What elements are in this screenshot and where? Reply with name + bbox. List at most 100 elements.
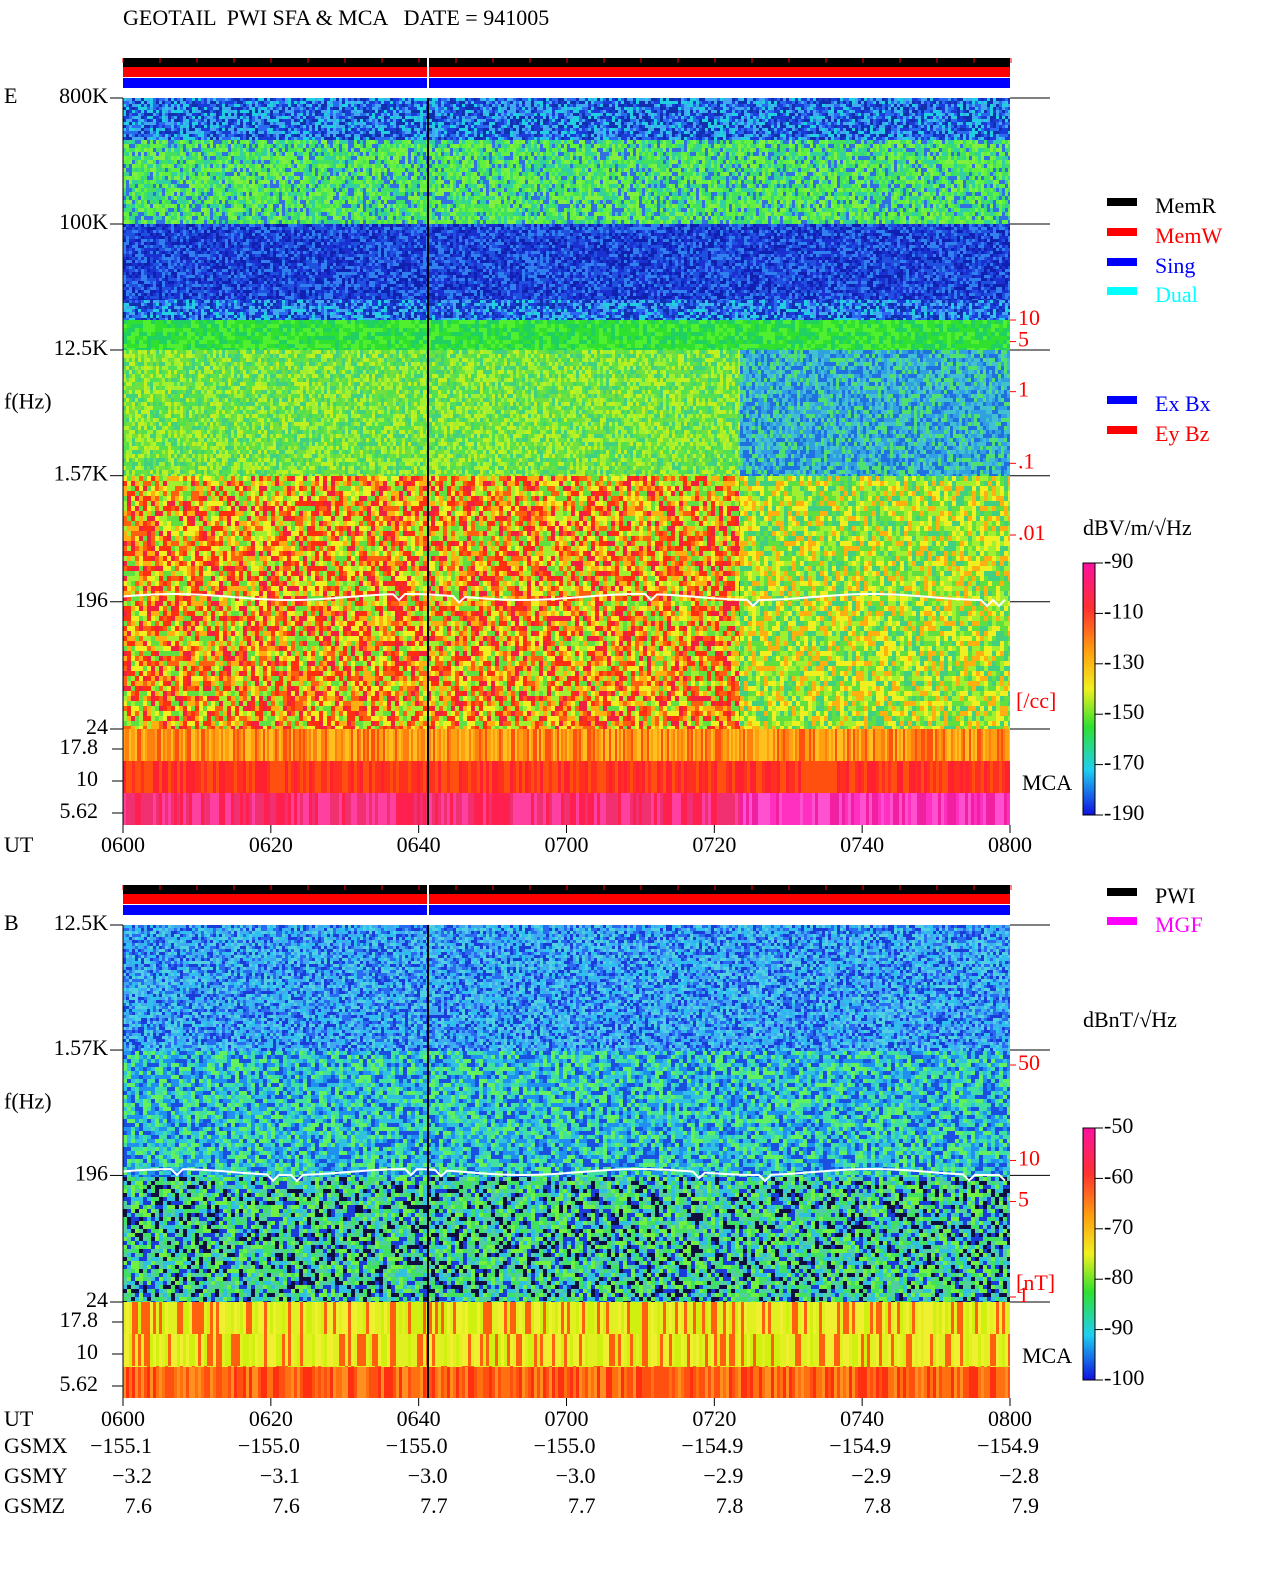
legend-label: Sing — [1155, 253, 1195, 278]
spectrogram-cells — [123, 1051, 1010, 1177]
spectrogram-cells — [740, 476, 1010, 729]
spectrogram-cells — [123, 350, 740, 476]
mca-tick-label: 5.62 — [60, 798, 99, 823]
spectrogram-cells — [740, 793, 1007, 825]
spectrogram-cells — [123, 476, 740, 729]
spectrogram-cells — [123, 1051, 1010, 1177]
spectrogram-cells — [129, 729, 1010, 761]
y-tick-label: 12.5K — [54, 910, 109, 935]
spectrogram-cells — [123, 224, 1010, 300]
colorbar-tick-label: -50 — [1104, 1113, 1133, 1138]
spectrogram — [123, 98, 1010, 1398]
y-tick-label: 1.57K — [54, 461, 109, 486]
mca-tick-label: 17.8 — [60, 1307, 99, 1332]
spectrogram-cells — [123, 1177, 1010, 1302]
spectrogram-cells — [123, 1177, 1010, 1302]
mca-label: MCA — [1022, 1343, 1072, 1368]
spectrogram-cells — [137, 729, 1003, 761]
y-axis-label: f(Hz) — [4, 1089, 52, 1114]
spectrogram-cells — [123, 320, 1010, 350]
mca-tick-label: 10 — [76, 1339, 98, 1364]
orbit-value: −3.0 — [556, 1463, 596, 1488]
spectrogram-cells — [123, 300, 1010, 320]
spectrogram-cells — [123, 98, 1010, 140]
spectrogram-cells — [740, 350, 1010, 476]
spectrogram-cells — [123, 925, 1010, 1051]
spectrogram-cells — [123, 476, 740, 729]
orbit-value: 7.7 — [568, 1493, 596, 1518]
x-tick-label: 0640 — [397, 1406, 441, 1431]
panel-label: B — [4, 910, 19, 935]
spectrogram-cells — [123, 320, 1010, 350]
colorbar-tick-label: -170 — [1104, 750, 1144, 775]
colorbar-tick-label: -90 — [1104, 1315, 1133, 1340]
y-tick-label: 196 — [75, 1160, 108, 1185]
legend-swatch — [1107, 198, 1137, 206]
spectrogram-cells — [123, 224, 1010, 300]
spectrogram-cells — [123, 729, 1009, 761]
spectrogram-cells — [123, 1051, 1010, 1177]
spectrogram-cells — [123, 98, 1010, 140]
y2-tick-label: 50 — [1018, 1050, 1040, 1075]
spectrogram-cells — [123, 1302, 1008, 1367]
x-tick-label: 0620 — [249, 1406, 293, 1431]
spectrogram-cells — [123, 925, 1010, 1051]
y-tick-label: 800K — [59, 83, 108, 108]
spectrogram-cells — [135, 793, 717, 825]
legend-label: PWI — [1155, 883, 1195, 908]
orbit-value: 7.8 — [864, 1493, 892, 1518]
y2-tick-label: 5 — [1018, 327, 1029, 352]
spectrogram-cells — [132, 1302, 1010, 1367]
y-tick-label: 24 — [86, 1287, 108, 1312]
spectrogram-cells — [123, 1177, 1010, 1302]
colorbar-tick-label: -130 — [1104, 649, 1144, 674]
colorbar-tick-label: -60 — [1104, 1163, 1133, 1188]
x-tick-label: 0600 — [101, 1406, 145, 1431]
mca-label: MCA — [1022, 770, 1072, 795]
orbit-row-label: GSMZ — [4, 1493, 65, 1518]
orbit-value: −155.1 — [90, 1433, 152, 1458]
x-tick-label: 0740 — [840, 832, 884, 857]
y-tick-label: 24 — [86, 714, 108, 739]
colorbar-tick-label: -80 — [1104, 1264, 1133, 1289]
spectrogram-cells — [123, 1051, 1010, 1177]
spectrogram-cells — [123, 350, 740, 476]
y-tick-label: 196 — [75, 587, 108, 612]
spectrogram-cells — [123, 1302, 1010, 1367]
spectrogram-cells — [123, 476, 740, 729]
x-tick-label: 0720 — [692, 1406, 736, 1431]
colorbar — [1082, 1127, 1096, 1381]
spectrogram-cells — [123, 140, 1010, 224]
colorbar — [1082, 562, 1096, 816]
status-bar — [123, 67, 1010, 77]
orbit-value: 7.8 — [716, 1493, 744, 1518]
colorbar-tick-label: -100 — [1104, 1365, 1144, 1390]
colorbar-tick-label: -90 — [1104, 548, 1133, 573]
orbit-value: −154.9 — [681, 1433, 743, 1458]
legend-label: Ex Bx — [1155, 391, 1211, 416]
title: GEOTAIL PWI SFA & MCA DATE = 941005 — [123, 5, 549, 30]
fce-trace — [122, 593, 1006, 608]
orbit-value: 7.6 — [272, 1493, 300, 1518]
colorbar-tick-label: -190 — [1104, 800, 1144, 825]
y2-tick-label: 10 — [1018, 305, 1040, 330]
orbit-value: −155.0 — [386, 1433, 448, 1458]
panel-label: E — [4, 83, 17, 108]
y2-tick-label: .01 — [1018, 520, 1046, 545]
y-tick-label: 100K — [59, 209, 108, 234]
spectrogram-cells — [123, 300, 1010, 320]
spectrogram-cells — [123, 140, 1010, 224]
spectrogram-cells — [123, 476, 740, 729]
orbit-value: −154.9 — [977, 1433, 1039, 1458]
legend-label: Dual — [1155, 282, 1198, 307]
spectrogram-cells — [123, 1051, 1010, 1177]
status-bar — [123, 905, 1010, 915]
spectrogram-cells — [123, 140, 1010, 224]
orbit-value: −3.2 — [112, 1463, 152, 1488]
x-tick-label: 0800 — [988, 1406, 1032, 1431]
y2-tick-label: .1 — [1018, 448, 1035, 473]
spectrogram-cells — [123, 224, 1010, 300]
spectrogram-cells — [123, 350, 740, 476]
colorbar-label: dBnT/√Hz — [1083, 1007, 1177, 1032]
